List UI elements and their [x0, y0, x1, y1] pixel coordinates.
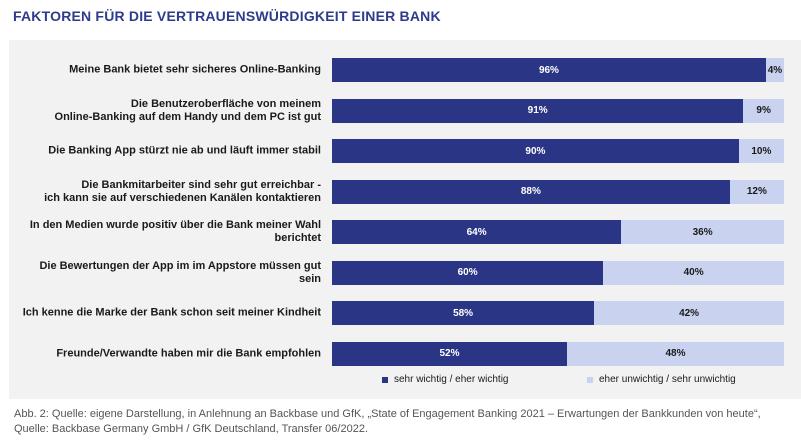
data-label: 42% — [679, 307, 700, 319]
category-label: Freunde/Verwandte haben mir die Bank emp… — [56, 347, 321, 359]
bar-unimportant: 48% — [567, 341, 784, 366]
bar-unimportant: 9% — [743, 98, 784, 123]
legend-swatch-2 — [587, 376, 593, 383]
data-label: 9% — [756, 105, 771, 116]
category-label: Meine Bank bietet sehr sicheres Online-B… — [69, 63, 321, 76]
bar-unimportant: 12% — [729, 179, 784, 204]
bar-important: 88% — [332, 179, 730, 204]
category-label: Ich kenne die Marke der Bank schon seit … — [22, 306, 321, 319]
category-label: Die Bankmitarbeiter sind sehr gut erreic… — [44, 178, 321, 204]
bar-important: 52% — [332, 341, 568, 366]
legend-item-2: eher unwichtig / sehr unwichtig — [587, 374, 736, 385]
data-label: 36% — [692, 226, 713, 238]
bar-unimportant: 36% — [621, 220, 784, 244]
bar-unimportant: 42% — [594, 301, 784, 325]
data-label: 60% — [457, 267, 478, 278]
legend-label-2: eher unwichtig / sehr unwichtig — [599, 374, 736, 385]
chart-title: FAKTOREN FÜR DIE VERTRAUENSWÜRDIGKEIT EI… — [13, 8, 441, 24]
category-label: Die Bewertungen der App im im Appstore m… — [39, 259, 321, 285]
data-label: 91% — [527, 105, 548, 116]
data-label: 90% — [525, 145, 546, 157]
category-label: Die Benutzeroberfläche von meinem Online… — [54, 97, 321, 123]
category-label: Die Banking App stürzt nie ab und läuft … — [48, 144, 321, 157]
bar-important: 96% — [332, 58, 766, 82]
bar-important: 58% — [332, 301, 595, 325]
bar-important: 90% — [332, 139, 739, 163]
data-label: 96% — [538, 64, 559, 76]
data-label: 64% — [466, 226, 487, 238]
data-label: 88% — [520, 186, 541, 197]
bar-unimportant: 4% — [765, 58, 784, 82]
data-label: 58% — [453, 307, 474, 319]
data-label: 40% — [683, 267, 704, 278]
legend-label-1: sehr wichtig / eher wichtig — [394, 374, 509, 385]
category-label: In den Medien wurde positiv über die Ban… — [29, 219, 321, 244]
bar-unimportant: 10% — [738, 139, 784, 163]
legend-swatch-1 — [382, 376, 388, 383]
legend-item-1: sehr wichtig / eher wichtig — [382, 374, 509, 385]
data-label: 12% — [746, 186, 767, 197]
legend: sehr wichtig / eher wichtig eher unwicht… — [0, 374, 801, 390]
data-label: 48% — [665, 348, 686, 359]
data-label: 52% — [439, 348, 460, 359]
bar-important: 64% — [332, 220, 622, 244]
bar-important: 60% — [332, 260, 604, 285]
figure-caption: Abb. 2: Quelle: eigene Darstellung, in A… — [14, 408, 761, 435]
bar-unimportant: 40% — [603, 260, 784, 285]
data-label: 4% — [767, 64, 783, 76]
data-label: 10% — [751, 145, 772, 157]
bar-important: 91% — [332, 98, 744, 123]
